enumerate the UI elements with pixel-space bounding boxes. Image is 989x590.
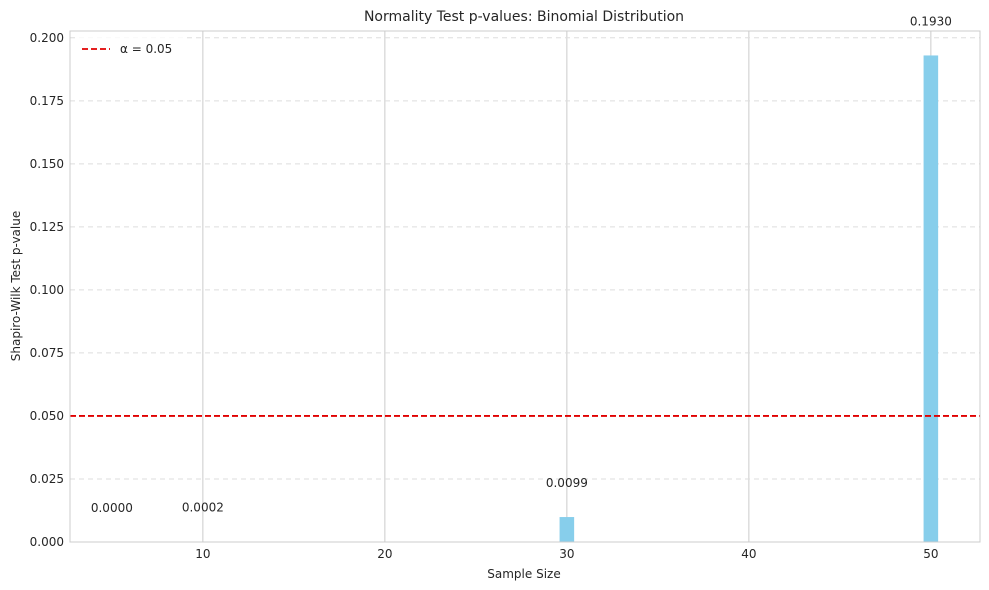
y-tick-label-0.075: 0.075 — [30, 346, 64, 360]
y-tick-label-0.100: 0.100 — [30, 283, 64, 297]
bar-value-label-5: 0.0000 — [91, 501, 133, 515]
bar-value-labels: 0.0000 0.0002 0.0099 0.1930 — [91, 14, 952, 515]
x-axis-label: Sample Size — [487, 567, 560, 581]
x-axis-ticks: 10 20 30 40 50 — [195, 547, 938, 561]
x-tick-label-50: 50 — [923, 547, 938, 561]
y-tick-label-0.150: 0.150 — [30, 157, 64, 171]
plot-frame — [69, 30, 981, 543]
y-axis-label: Shapiro-Wilk Test p-value — [9, 211, 23, 362]
y-tick-label-0.050: 0.050 — [30, 409, 64, 423]
x-tick-label-40: 40 — [741, 547, 756, 561]
y-tick-label-0.175: 0.175 — [30, 94, 64, 108]
legend-label: α = 0.05 — [120, 42, 172, 56]
y-tick-label-0.000: 0.000 — [30, 535, 64, 549]
bar-value-label-30: 0.0099 — [546, 476, 588, 490]
y-tick-label-0.200: 0.200 — [30, 31, 64, 45]
x-tick-label-10: 10 — [195, 547, 210, 561]
x-tick-label-30: 30 — [559, 547, 574, 561]
x-tick-label-20: 20 — [377, 547, 392, 561]
y-axis-ticks: 0.000 0.025 0.050 0.075 0.100 0.125 0.150 0.175… — [30, 31, 64, 549]
chart-title: Normality Test p-values: Binomial Distri… — [364, 9, 684, 25]
bar-30 — [559, 517, 575, 542]
y-tick-label-0.025: 0.025 — [30, 472, 64, 486]
legend: α = 0.05 — [75, 36, 183, 62]
y-tick-label-0.125: 0.125 — [30, 220, 64, 234]
bar-value-label-50: 0.1930 — [910, 14, 952, 28]
grid-lines — [70, 31, 980, 543]
bar-50 — [923, 55, 939, 543]
bar-value-label-10: 0.0002 — [182, 500, 224, 514]
